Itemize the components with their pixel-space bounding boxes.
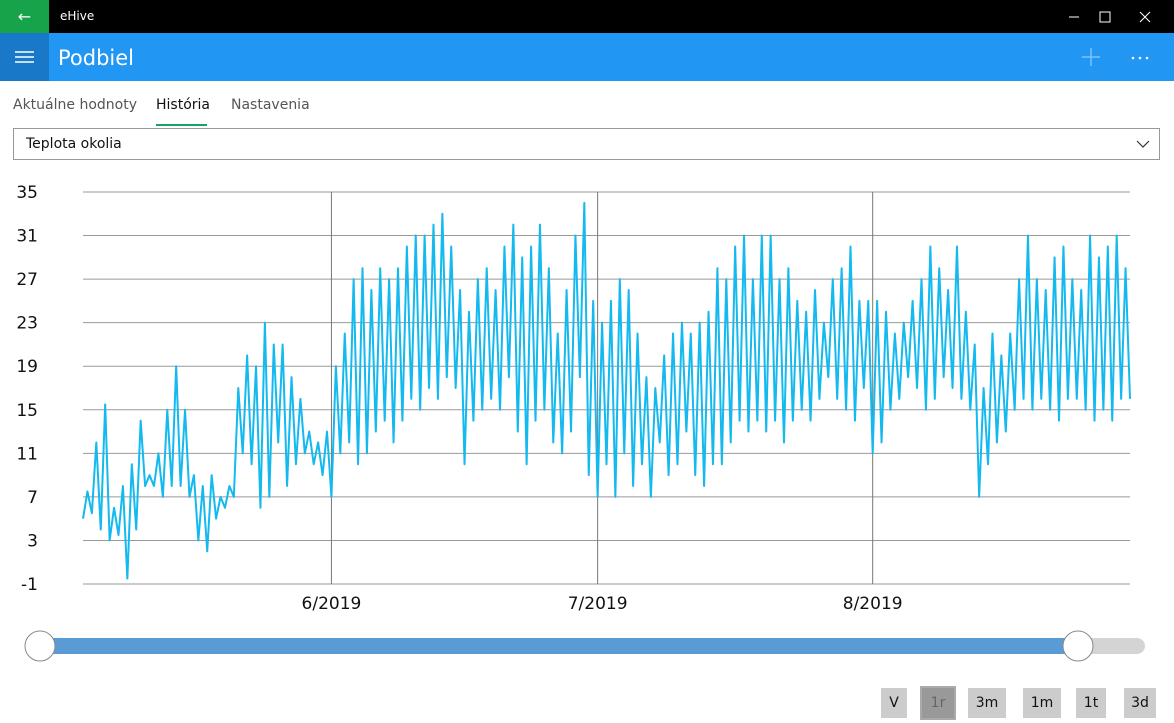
- range-button[interactable]: 1t: [1076, 688, 1106, 718]
- y-tick-label: 27: [16, 270, 38, 290]
- y-tick-label: -1: [21, 575, 38, 595]
- y-tick-label: 15: [16, 401, 38, 421]
- back-button[interactable]: ←: [0, 0, 49, 33]
- range-button[interactable]: 3m: [968, 688, 1006, 718]
- y-tick-label: 31: [16, 227, 38, 247]
- page-title: Podbiel: [58, 46, 135, 70]
- series-dropdown[interactable]: Teplota okolia: [13, 128, 1160, 160]
- menu-button[interactable]: [0, 33, 49, 81]
- range-button[interactable]: 1m: [1023, 688, 1061, 718]
- x-tick-label: 7/2019: [568, 594, 628, 614]
- x-tick-label: 8/2019: [843, 594, 903, 614]
- more-button[interactable]: [1131, 56, 1149, 60]
- y-tick-label: 3: [27, 531, 38, 551]
- range-button[interactable]: 1r: [920, 686, 956, 720]
- y-tick-label: 7: [27, 488, 38, 508]
- tab[interactable]: Aktuálne hodnoty: [13, 97, 137, 113]
- tab-underline: [156, 124, 207, 126]
- menu-icon: [15, 51, 34, 63]
- slider-thumb-end[interactable]: [1062, 630, 1094, 662]
- add-button[interactable]: [1082, 48, 1100, 66]
- y-tick-label: 23: [16, 314, 38, 334]
- tab[interactable]: História: [156, 97, 210, 113]
- title-bar: ← eHive: [0, 0, 1174, 33]
- tab[interactable]: Nastavenia: [231, 97, 310, 113]
- window-title: eHive: [60, 9, 95, 23]
- maximize-button[interactable]: [1099, 11, 1111, 23]
- close-button[interactable]: [1139, 11, 1151, 23]
- header-actions: [1082, 48, 1149, 66]
- range-button[interactable]: V: [881, 688, 907, 718]
- slider-range: [40, 638, 1078, 654]
- range-slider[interactable]: [0, 625, 1174, 670]
- window-controls: [1069, 11, 1151, 23]
- x-tick-label: 6/2019: [302, 594, 362, 614]
- range-button[interactable]: 3d: [1124, 688, 1156, 718]
- slider-thumb-start[interactable]: [24, 630, 56, 662]
- dropdown-chevron: [1136, 140, 1150, 148]
- y-tick-label: 19: [16, 357, 38, 377]
- app-header: Podbiel: [0, 33, 1174, 81]
- y-tick-label: 35: [16, 183, 38, 203]
- dropdown-text: Teplota okolia: [26, 136, 122, 152]
- y-tick-label: 11: [16, 444, 38, 464]
- chart: -1 3 7 11 15 19 23 27 31 35 6/2019 7/2019 8/2019: [16, 183, 1131, 614]
- data-line: [82, 201, 1131, 580]
